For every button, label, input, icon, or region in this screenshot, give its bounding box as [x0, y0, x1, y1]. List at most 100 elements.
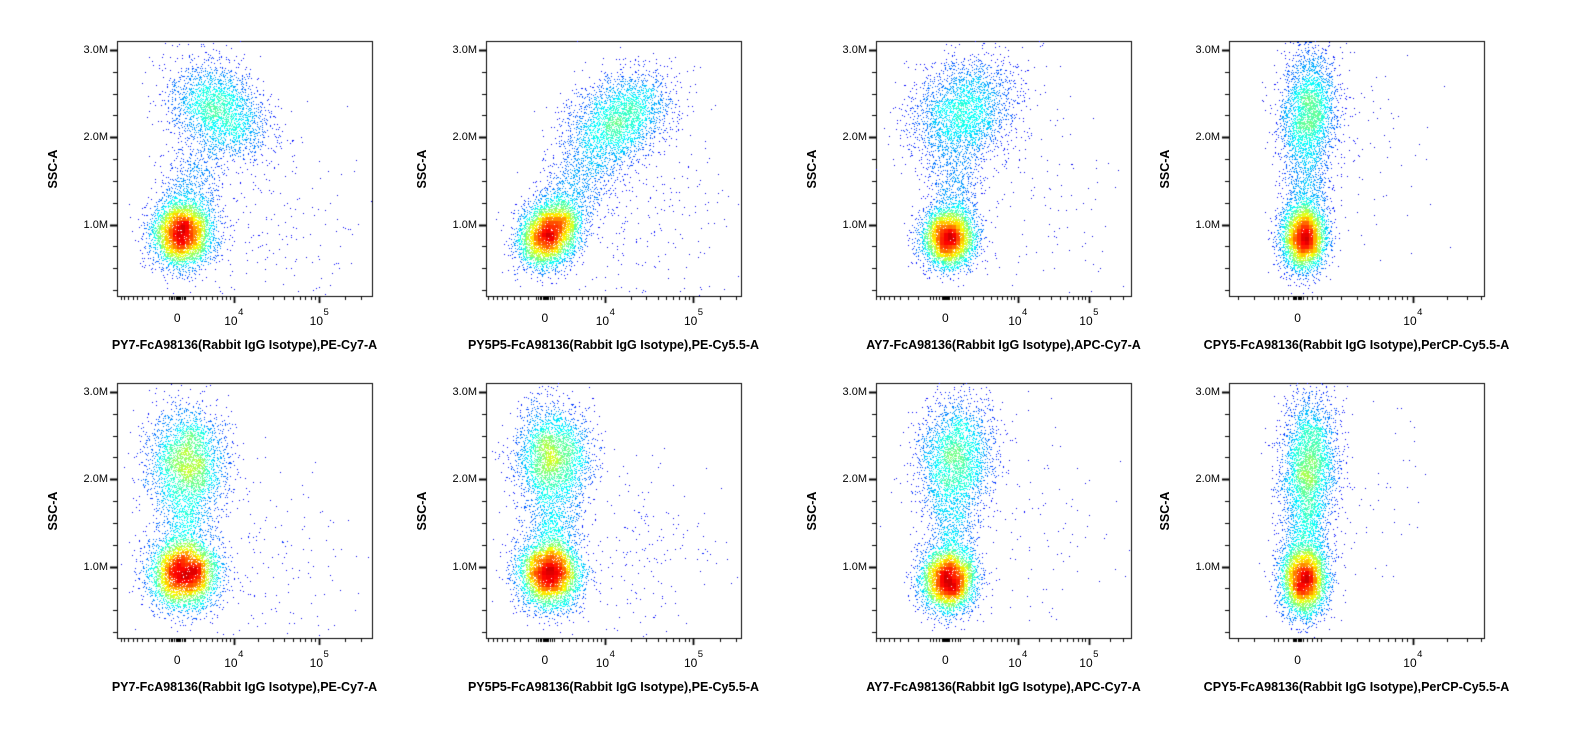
y-axis-title: SSC-A	[46, 491, 60, 530]
y-tick-label: 3.0M	[83, 385, 108, 398]
x-tick-label: 0	[174, 312, 181, 324]
x-tick-exponent: 5	[697, 307, 704, 318]
x-tick-base: 10	[309, 656, 324, 670]
y-axis-title: SSC-A	[46, 149, 60, 188]
x-tick-base: 10	[1403, 314, 1417, 328]
x-tick-label: 105	[309, 307, 329, 328]
flow-plot-cell-r2c4: SSC-A CPY5-FcA98136(Rabbit IgG Isotype),…	[1149, 373, 1509, 705]
density-scatter-canvas	[864, 33, 1137, 320]
y-tick-label: 3.0M	[83, 43, 108, 56]
flow-plot-cell-r1c4: SSC-A CPY5-FcA98136(Rabbit IgG Isotype),…	[1149, 31, 1509, 363]
y-tick-label: 3.0M	[842, 43, 867, 56]
y-tick-label: 1.0M	[1195, 560, 1220, 573]
y-tick-label: 2.0M	[842, 131, 867, 144]
x-tick-base: 10	[1008, 656, 1022, 670]
y-axis-title: SSC-A	[805, 491, 819, 530]
x-tick-label: 105	[683, 307, 703, 328]
y-tick-label: 1.0M	[842, 560, 867, 573]
x-tick-label: 104	[1403, 307, 1422, 328]
x-tick-label: 0	[542, 654, 549, 666]
x-axis-title: CPY5-FcA98136(Rabbit IgG Isotype),PerCP-…	[1203, 680, 1510, 694]
x-tick-base: 10	[309, 314, 324, 328]
x-tick-base: 0	[541, 311, 549, 325]
x-tick-exponent: 4	[609, 307, 615, 318]
x-tick-base: 0	[541, 653, 549, 667]
x-tick-label: 104	[1008, 307, 1027, 328]
y-tick-label: 2.0M	[1195, 131, 1220, 144]
y-axis-title: SSC-A	[1158, 149, 1172, 188]
x-tick-label: 0	[1294, 312, 1301, 324]
x-tick-label: 104	[224, 649, 243, 670]
y-tick-label: 1.0M	[452, 560, 477, 573]
x-tick-label: 105	[309, 649, 329, 670]
x-tick-label: 0	[942, 312, 949, 324]
y-tick-label: 2.0M	[83, 131, 108, 144]
x-tick-base: 0	[1294, 653, 1301, 667]
x-tick-base: 10	[595, 656, 610, 670]
density-scatter-canvas	[105, 33, 378, 320]
x-tick-label: 104	[595, 307, 615, 328]
x-tick-label: 104	[1403, 649, 1422, 669]
x-tick-base: 10	[595, 314, 610, 328]
y-axis-title: SSC-A	[415, 149, 429, 188]
x-tick-label: 104	[595, 649, 615, 670]
x-tick-label: 104	[224, 307, 243, 328]
y-axis-title: SSC-A	[1158, 491, 1172, 530]
flow-plot-cell-r2c3: SSC-A AY7-FcA98136(Rabbit IgG Isotype),A…	[796, 373, 1148, 705]
x-tick-exponent: 5	[323, 649, 329, 660]
y-tick-label: 1.0M	[1195, 218, 1220, 231]
density-scatter-canvas	[864, 375, 1137, 662]
x-axis-title: AY7-FcA98136(Rabbit IgG Isotype),APC-Cy7…	[866, 338, 1141, 352]
flow-plot-cell-r1c1: SSC-A PY7-FcA98136(Rabbit IgG Isotype),P…	[37, 31, 389, 363]
x-tick-label: 105	[1079, 649, 1098, 670]
x-tick-exponent: 5	[323, 307, 329, 318]
x-axis-title: PY7-FcA98136(Rabbit IgG Isotype),PE-Cy7-…	[111, 338, 378, 352]
x-tick-label: 0	[174, 654, 181, 666]
x-tick-base: 0	[1294, 311, 1301, 325]
x-tick-base: 10	[1079, 656, 1093, 670]
x-tick-base: 10	[224, 656, 238, 670]
y-tick-label: 3.0M	[1195, 385, 1220, 398]
flow-plot-cell-r1c3: SSC-A AY7-FcA98136(Rabbit IgG Isotype),A…	[796, 31, 1148, 363]
x-tick-exponent: 4	[1417, 649, 1423, 660]
x-tick-base: 0	[942, 311, 949, 325]
y-tick-label: 1.0M	[83, 218, 108, 231]
x-axis-title: PY5P5-FcA98136(Rabbit IgG Isotype),PE-Cy…	[467, 338, 760, 352]
flow-plot-cell-r1c2: SSC-A PY5P5-FcA98136(Rabbit IgG Isotype)…	[406, 31, 760, 363]
y-tick-label: 2.0M	[452, 131, 477, 144]
x-tick-base: 10	[224, 314, 238, 328]
y-tick-label: 1.0M	[83, 560, 108, 573]
x-tick-exponent: 4	[1417, 307, 1423, 318]
y-axis-title: SSC-A	[415, 491, 429, 530]
x-tick-exponent: 4	[1022, 307, 1028, 318]
x-tick-base: 10	[1008, 314, 1022, 328]
x-tick-label: 0	[542, 312, 549, 324]
x-tick-base: 10	[683, 314, 698, 328]
y-tick-label: 2.0M	[452, 473, 477, 486]
x-tick-base: 0	[942, 653, 949, 667]
y-tick-label: 3.0M	[452, 43, 477, 56]
density-scatter-canvas	[1217, 33, 1490, 320]
x-tick-base: 0	[173, 311, 181, 325]
y-tick-label: 3.0M	[842, 385, 867, 398]
x-tick-exponent: 4	[609, 649, 615, 660]
y-tick-label: 2.0M	[83, 473, 108, 486]
y-tick-label: 1.0M	[452, 218, 477, 231]
y-tick-label: 1.0M	[842, 218, 867, 231]
x-tick-exponent: 4	[238, 307, 244, 318]
y-tick-label: 3.0M	[452, 385, 477, 398]
y-tick-label: 2.0M	[842, 473, 867, 486]
x-axis-title: PY5P5-FcA98136(Rabbit IgG Isotype),PE-Cy…	[467, 680, 760, 694]
flow-plot-cell-r2c1: SSC-A PY7-FcA98136(Rabbit IgG Isotype),P…	[37, 373, 389, 705]
x-axis-title: AY7-FcA98136(Rabbit IgG Isotype),APC-Cy7…	[866, 680, 1141, 694]
x-tick-label: 0	[942, 654, 949, 666]
x-tick-base: 10	[1079, 314, 1093, 328]
density-scatter-canvas	[1217, 375, 1490, 662]
x-tick-exponent: 5	[1093, 649, 1099, 660]
x-tick-exponent: 5	[697, 649, 704, 660]
density-scatter-canvas	[474, 375, 747, 662]
y-tick-label: 2.0M	[1195, 473, 1220, 486]
x-tick-exponent: 4	[238, 649, 244, 660]
flow-plot-cell-r2c2: SSC-A PY5P5-FcA98136(Rabbit IgG Isotype)…	[406, 373, 760, 705]
